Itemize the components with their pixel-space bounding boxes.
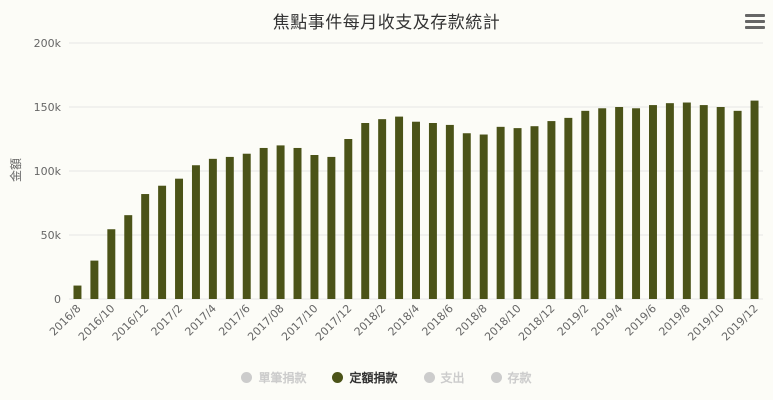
bar-2016-9[interactable] (90, 260, 99, 299)
bar-2017-1[interactable] (158, 185, 167, 299)
legend-marker-icon (332, 372, 344, 383)
legend-marker-icon (490, 372, 502, 383)
x-tick-label: 2017/08 (245, 302, 287, 344)
x-tick-label: 2017/12 (313, 302, 355, 344)
y-tick-label: 0 (54, 293, 61, 306)
bar-2018-8[interactable] (479, 134, 488, 299)
bar-2019-4[interactable] (615, 107, 624, 299)
legend-marker-icon (423, 372, 435, 383)
bar-2018-12[interactable] (547, 121, 556, 299)
bar-2017-3[interactable] (191, 165, 200, 299)
bar-2017-2[interactable] (175, 178, 184, 299)
bar-2017-7[interactable] (259, 147, 268, 299)
bar-2017-08[interactable] (276, 145, 285, 299)
bar-2018-10[interactable] (513, 128, 522, 299)
bar-2018-7[interactable] (462, 133, 471, 299)
bar-2018-4[interactable] (412, 121, 420, 299)
x-tick-label: 2019/4 (589, 302, 626, 339)
bar-2017-4[interactable] (208, 158, 217, 299)
legend: 單筆捐款 定額捐款 支出 存款 (0, 369, 773, 386)
x-tick-label: 2017/4 (182, 302, 219, 339)
bar-2019-9[interactable] (699, 105, 708, 299)
bar-2018-11[interactable] (530, 126, 539, 299)
x-axis-ticks: 2016/82016/102016/122017/22017/42017/620… (47, 302, 761, 344)
legend-label: 單筆捐款 (258, 371, 307, 385)
menu-line (745, 26, 765, 29)
bar-2017-5[interactable] (225, 156, 234, 299)
bar-2018-6[interactable] (445, 124, 454, 299)
bar-2019-1[interactable] (564, 117, 573, 299)
bar-2019-3[interactable] (598, 108, 607, 299)
legend-item[interactable]: 存款 (490, 369, 532, 386)
x-tick-label: 2018/4 (386, 302, 423, 339)
y-axis-ticks: 0 50k 100k 150k 200k (34, 37, 62, 306)
bar-2016-8[interactable] (73, 285, 82, 299)
menu-line (745, 14, 765, 17)
bar-2018-2[interactable] (378, 119, 387, 299)
bar-2016-10[interactable] (107, 229, 116, 299)
bar-2019-7[interactable] (665, 103, 674, 299)
bar-2019-10[interactable] (716, 107, 725, 299)
x-tick-label: 2019/12 (719, 302, 761, 344)
bar-2018-3[interactable] (395, 116, 404, 299)
bar-2016-11[interactable] (124, 215, 133, 299)
x-tick-label: 2019/10 (685, 302, 727, 344)
bars (73, 100, 759, 300)
x-tick-label: 2017/10 (279, 302, 321, 344)
legend-label: 支出 (440, 371, 465, 385)
bar-2017-9[interactable] (293, 147, 302, 299)
chart-title: 焦點事件每月收支及存款統計 (272, 13, 501, 33)
bar-2019-2[interactable] (581, 110, 590, 299)
bar-2019-6[interactable] (649, 105, 657, 299)
legend-item[interactable]: 單筆捐款 (241, 369, 306, 386)
y-tick-label: 100k (34, 165, 62, 178)
bar-2019-12[interactable] (750, 100, 759, 299)
bar-2017-6[interactable] (242, 153, 251, 299)
bar-2017-12[interactable] (344, 139, 353, 299)
bar-2017-11[interactable] (327, 156, 336, 299)
legend-item[interactable]: 支出 (423, 369, 465, 386)
y-axis-label: 金額 (8, 158, 23, 182)
y-tick-label: 50k (41, 229, 62, 242)
bar-2018-1[interactable] (361, 123, 370, 299)
x-tick-label: 2018/10 (482, 302, 524, 344)
legend-item[interactable]: 定額捐款 (332, 369, 398, 386)
x-tick-label: 2016/12 (110, 302, 152, 344)
bar-2019-5[interactable] (632, 108, 641, 299)
x-tick-label: 2017/2 (149, 302, 186, 339)
legend-label: 存款 (507, 371, 532, 385)
x-tick-label: 2019/2 (555, 302, 592, 339)
x-tick-label: 2018/12 (516, 302, 558, 344)
bar-2019-8[interactable] (682, 102, 691, 300)
bar-2017-10[interactable] (310, 155, 319, 299)
bar-2018-9[interactable] (496, 126, 505, 299)
x-tick-label: 2019/6 (623, 302, 660, 339)
y-tick-label: 150k (34, 101, 62, 114)
y-tick-label: 200k (34, 37, 62, 50)
legend-label: 定額捐款 (349, 371, 398, 385)
bar-2018-5[interactable] (428, 123, 437, 299)
menu-line (745, 20, 765, 23)
bar-2019-11[interactable] (733, 110, 742, 299)
legend-marker-icon (241, 372, 253, 383)
bar-chart: 0 50k 100k 150k 200k 2016/82016/102016/12201… (8, 37, 763, 344)
x-tick-label: 2018/2 (352, 302, 389, 339)
x-tick-label: 2018/6 (419, 302, 456, 339)
bar-2016-12[interactable] (141, 194, 150, 299)
hamburger-menu-icon[interactable] (745, 14, 765, 32)
x-tick-label: 2016/10 (76, 302, 118, 344)
